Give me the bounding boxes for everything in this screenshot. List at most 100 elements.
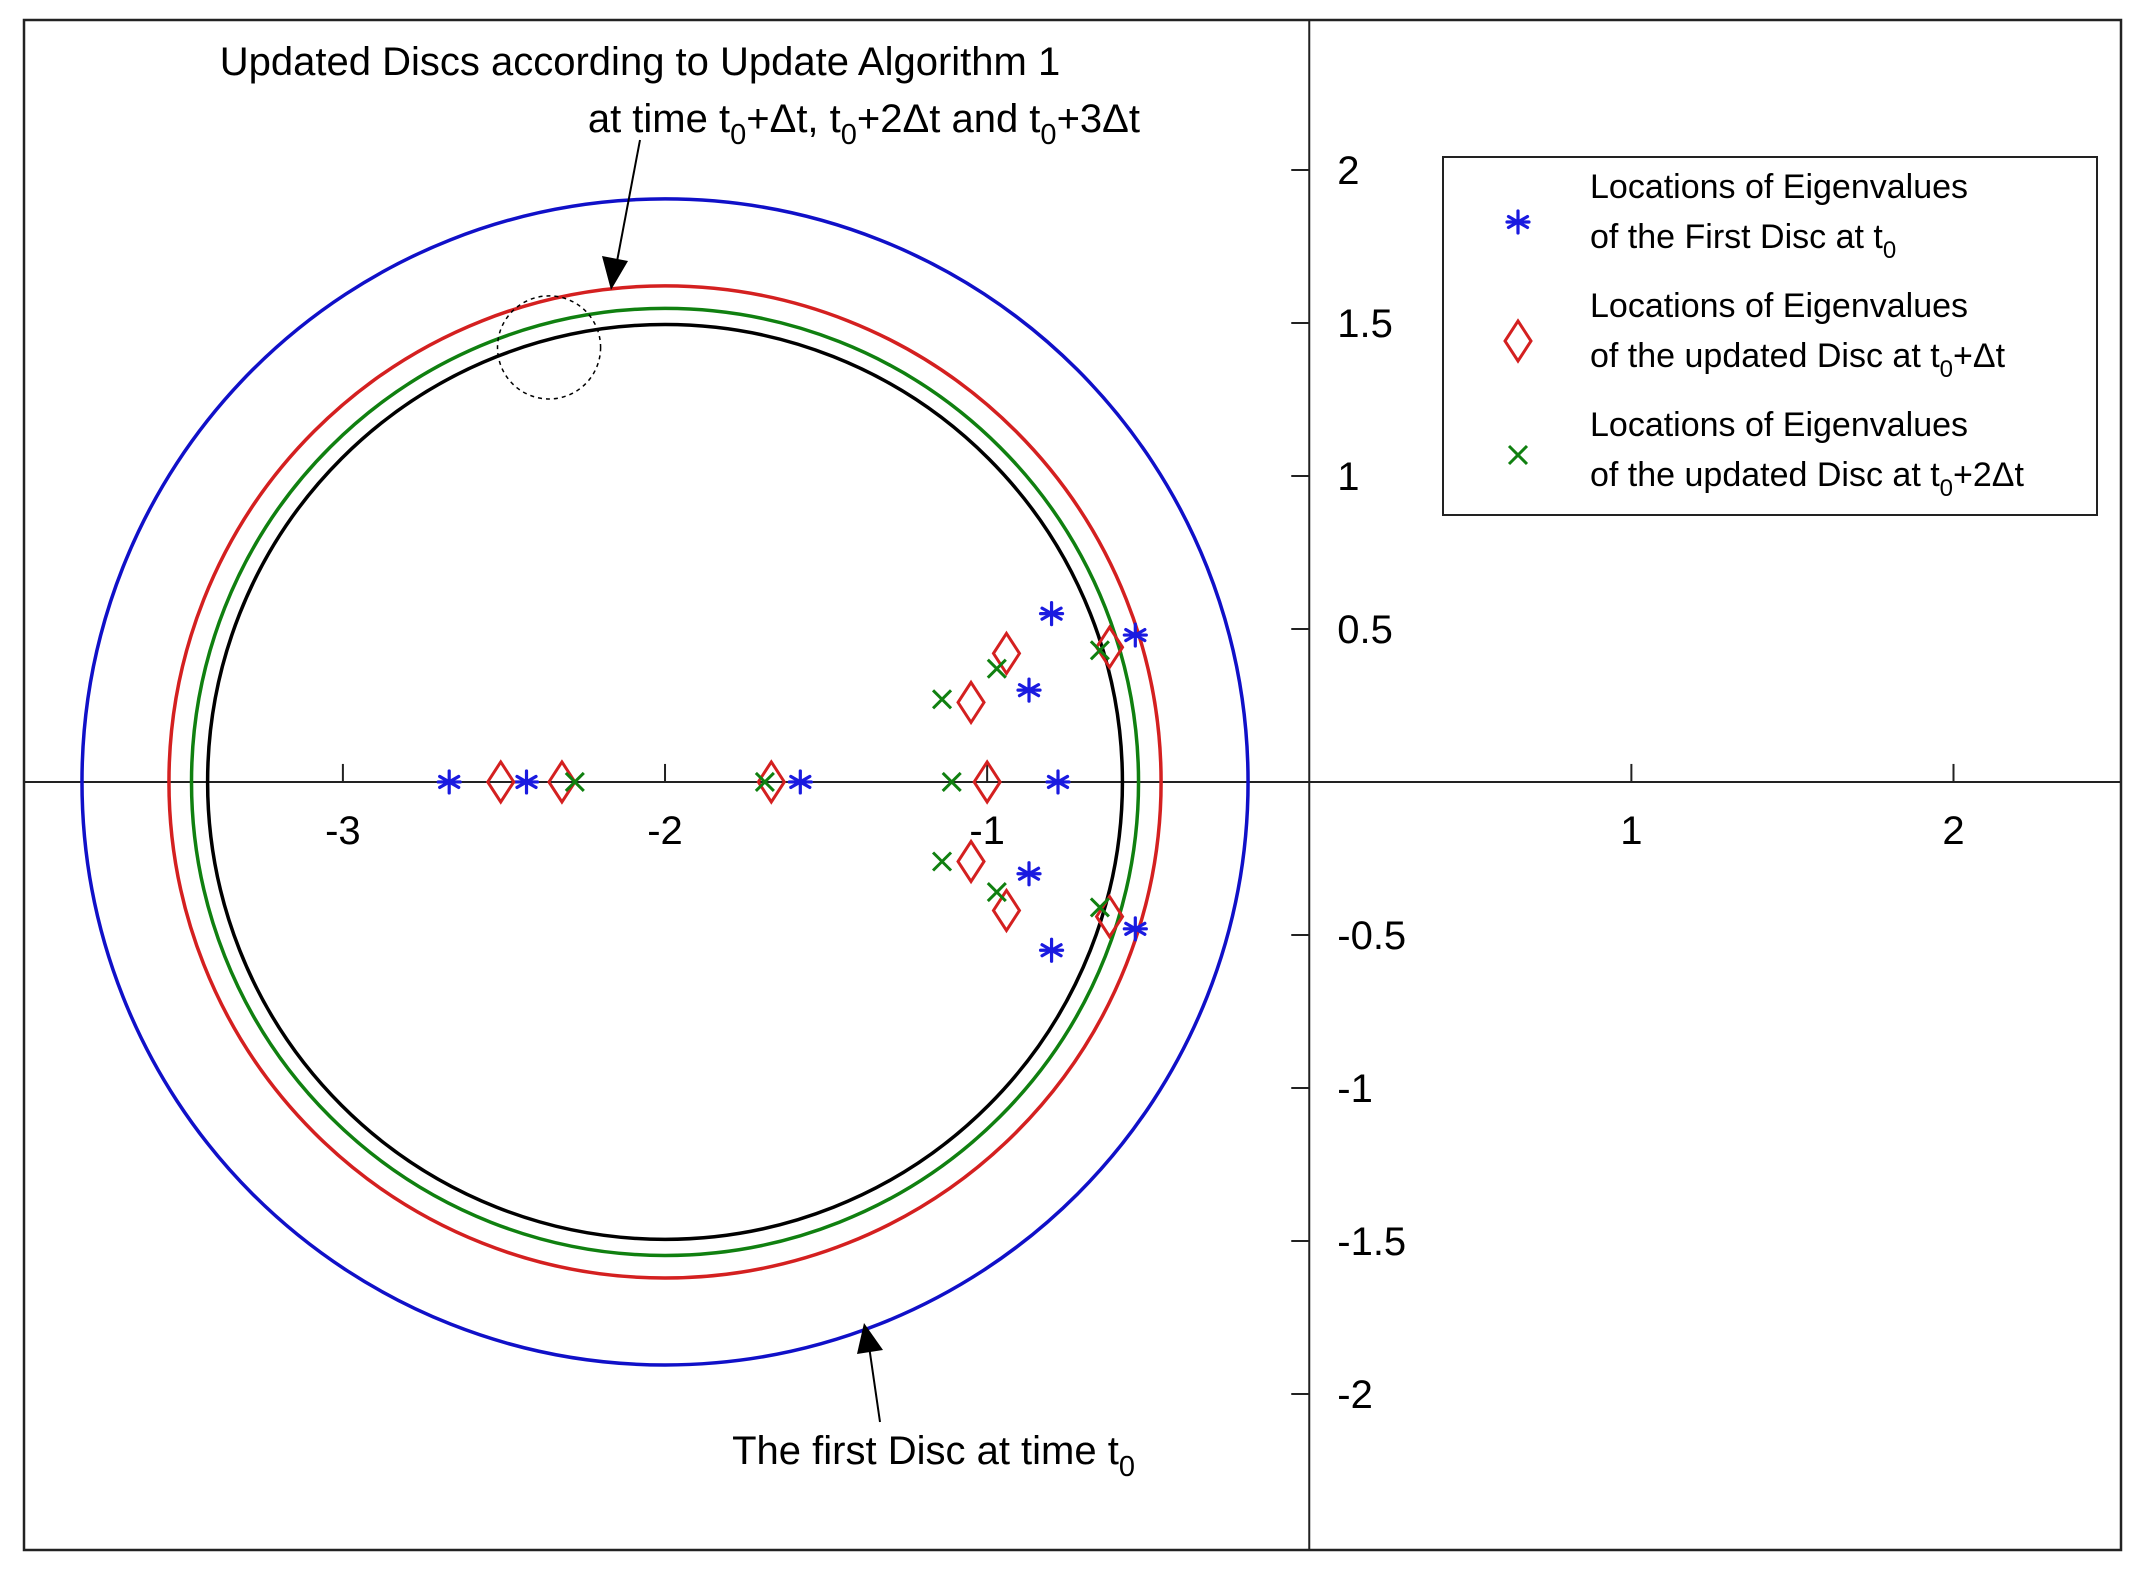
x-stroke: [564, 771, 585, 793]
legend-label-line-1: Locations of Eigenvalues: [1590, 287, 1968, 325]
updated-disc-2-circle: [189, 306, 1141, 1258]
asterisk-point: [1038, 601, 1065, 627]
annotation-bottom-subscript: 0: [1119, 1451, 1135, 1483]
legend-label-subscript: 0: [1883, 237, 1896, 264]
diamond-shape: [1503, 318, 1533, 364]
asterisk-point: [1016, 861, 1042, 887]
annotations: Updated Discs according to Update Algori…: [220, 40, 1140, 1483]
y-tick-label: -1.5: [1337, 1220, 1406, 1264]
annotation-top-line-2-part: +3Δt: [1057, 97, 1140, 141]
diamond-shape: [991, 887, 1022, 934]
annotation-top-arrow-shaft: [614, 139, 641, 273]
annotation-top-line-2: at time t0+Δt, t0+2Δt and t0+3Δt: [588, 97, 1140, 151]
y-tick-label: 2: [1337, 149, 1359, 193]
diamond-point: [991, 887, 1022, 934]
diamond-point: [756, 759, 787, 805]
y-tick-label: -1: [1337, 1067, 1373, 1111]
legend-label-line-2: of the First Disc at t0: [1590, 218, 1896, 264]
x-stroke: [931, 851, 953, 872]
x-point: [931, 851, 953, 872]
legend-diamond-marker: [1503, 318, 1533, 364]
annotation-top-line-2-subscript: 0: [1040, 119, 1056, 151]
legend-label-subscript: 0: [1940, 356, 1953, 383]
asterisk-point: [513, 769, 540, 795]
annotation-bottom: The first Disc at time t0: [732, 1429, 1135, 1483]
y-tick-label: 0.5: [1337, 608, 1393, 652]
legend-entry-updated-disc-2: Locations of Eigenvalues of the updated …: [1590, 406, 2025, 502]
diamond-point: [547, 759, 577, 805]
diamond-point: [1094, 624, 1125, 671]
diamond-point: [956, 838, 986, 885]
x-stroke: [986, 658, 1007, 679]
legend-markers: [1503, 209, 1533, 466]
x-tick-label: -3: [325, 809, 361, 853]
x-tick-label: 2: [1942, 809, 1964, 853]
x-stroke: [986, 882, 1007, 903]
legend: Locations of Eigenvalues of the First Di…: [1442, 156, 2098, 516]
diamond-point: [972, 759, 1002, 805]
asterisk-point: [1016, 677, 1042, 703]
legend-label-line-1: Locations of Eigenvalues: [1590, 406, 1968, 444]
asterisk-point: [1122, 916, 1148, 942]
x-stroke: [1089, 897, 1110, 918]
diamond-shape: [1094, 624, 1125, 671]
legend-label-suffix: +Δt: [1953, 337, 2006, 375]
y-tick-label: 1: [1337, 455, 1359, 499]
x-point: [1089, 640, 1110, 661]
legend-label-line-1: Locations of Eigenvalues: [1590, 168, 1968, 206]
x-point: [931, 689, 953, 710]
x-stroke: [754, 771, 775, 793]
asterisk-point: [1122, 622, 1148, 648]
asterisk-point: [1045, 769, 1071, 795]
y-tick-label: -2: [1337, 1373, 1373, 1417]
diamond-point: [485, 759, 516, 805]
legend-label-text: of the updated Disc at t: [1590, 456, 1940, 494]
y-tick-label: 1.5: [1337, 302, 1393, 346]
x-stroke: [931, 689, 953, 710]
annotation-top-line-2-part: at time t: [588, 97, 730, 141]
x-point: [564, 771, 585, 793]
x-tick-label: 1: [1620, 809, 1642, 853]
annotation-top-arrowhead: [602, 256, 628, 290]
legend-label-line-2: of the updated Disc at t0+Δt: [1590, 337, 2006, 383]
annotation-top-line-1: Updated Discs according to Update Algori…: [220, 40, 1060, 84]
x-point: [941, 771, 962, 793]
legend-asterisk-marker: [1505, 209, 1531, 235]
annotation-top-line-2-part: +2Δt and t: [857, 97, 1041, 141]
diamond-shape: [956, 679, 986, 726]
x-point: [986, 882, 1007, 903]
legend-entry-updated-disc-1: Locations of Eigenvalues of the updated …: [1590, 287, 2006, 383]
diamond-point: [956, 679, 986, 726]
x-stroke: [941, 771, 962, 793]
first-disc-circle: [80, 197, 1250, 1367]
x-tick-label: -2: [647, 809, 683, 853]
x-point: [754, 771, 775, 793]
annotation-bottom-part: The first Disc at time t: [732, 1429, 1119, 1473]
asterisk-point: [787, 769, 813, 795]
diamond-shape: [956, 838, 986, 885]
updated-disc-3-circle: [205, 322, 1125, 1242]
highlight-dashed-circle: [496, 295, 602, 400]
asterisk-point: [436, 769, 462, 795]
annotation-bottom-arrowhead: [857, 1323, 883, 1354]
legend-label-subscript: 0: [1940, 475, 1953, 502]
legend-box: [1442, 156, 2098, 516]
legend-entry-first-disc: Locations of Eigenvalues of the First Di…: [1590, 168, 1968, 264]
x-stroke: [1089, 640, 1110, 661]
asterisk-point: [1038, 937, 1065, 963]
annotation-top-line-2-part: +Δt, t: [746, 97, 841, 141]
legend-x-marker: [1507, 444, 1529, 466]
x-stroke: [1507, 444, 1529, 466]
legend-label-text: of the updated Disc at t: [1590, 337, 1940, 375]
annotation-bottom-arrow-shaft: [868, 1345, 881, 1423]
legend-label-text: of the First Disc at t: [1590, 218, 1883, 256]
y-tick-label: -0.5: [1337, 914, 1406, 958]
diamond-shape: [991, 630, 1022, 677]
eigenvalue-markers: [436, 601, 1148, 963]
updated-disc-1-circle: [167, 284, 1163, 1280]
diamond-shape: [756, 759, 787, 805]
diamond-point: [991, 630, 1022, 677]
x-point: [1089, 897, 1110, 918]
discs: [80, 197, 1250, 1367]
